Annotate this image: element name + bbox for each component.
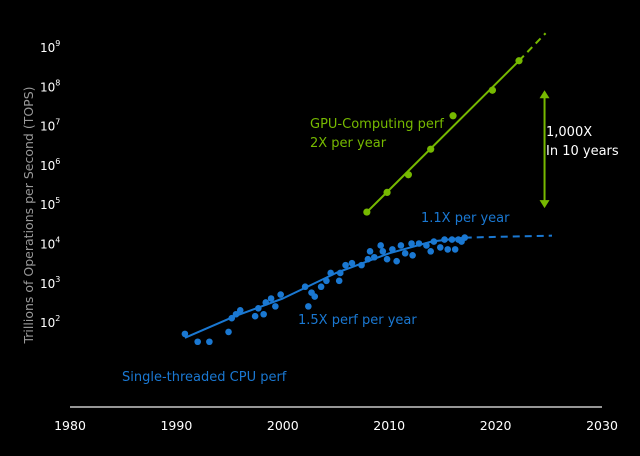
cpu-data-point bbox=[371, 253, 378, 261]
y-axis-label-group: Trillions of Operations per Second (TOPS… bbox=[21, 86, 36, 344]
annotation-1000x: 1,000X bbox=[546, 125, 592, 140]
annotation-gpu-rate: 2X per year bbox=[310, 136, 387, 151]
cpu-data-point bbox=[194, 338, 201, 346]
cpu-data-point bbox=[397, 242, 405, 249]
cpu-data-point bbox=[408, 240, 415, 247]
gpu-data-point bbox=[449, 112, 457, 120]
y-tick-label: 103 bbox=[40, 275, 60, 291]
cpu-data-point bbox=[377, 242, 384, 249]
x-tick-label: 2000 bbox=[267, 418, 299, 433]
gpu-data-point bbox=[383, 188, 391, 197]
annotation-cpu-rate: 1.5X perf per year bbox=[298, 313, 417, 328]
cpu-data-point bbox=[311, 293, 319, 300]
y-axis-ticks: 102 103 104 105 106 107 108 109 bbox=[40, 39, 60, 330]
cpu-data-point bbox=[305, 303, 312, 310]
y-tick-label: 109 bbox=[40, 39, 60, 55]
cpu-data-point bbox=[430, 238, 438, 245]
y-tick-label: 107 bbox=[40, 118, 60, 134]
annotation-10-years: In 10 years bbox=[546, 144, 619, 159]
cpu-data-point bbox=[206, 338, 213, 346]
cpu-data-point bbox=[336, 269, 344, 277]
x-tick-label: 2010 bbox=[373, 418, 405, 433]
x-tick-label: 1980 bbox=[54, 418, 86, 433]
gpu-data-point bbox=[404, 171, 412, 179]
cpu-data-point bbox=[181, 330, 189, 338]
cpu-data-point bbox=[348, 259, 356, 267]
cpu-data-point bbox=[301, 283, 309, 291]
cpu-data-point bbox=[260, 310, 267, 318]
cpu-data-point bbox=[272, 303, 279, 310]
annotation-cpu-late-rate: 1.1X per year bbox=[421, 211, 510, 226]
gpu-data-point bbox=[515, 57, 523, 65]
cpu-data-point bbox=[323, 277, 330, 285]
annotation-cpu-title: Single-threaded CPU perf bbox=[122, 370, 287, 385]
range-arrow-head-down bbox=[539, 200, 550, 209]
trend-lines bbox=[184, 32, 553, 339]
gpu-data-point bbox=[427, 145, 435, 153]
y-tick-label: 108 bbox=[40, 78, 60, 94]
y-tick-label: 104 bbox=[40, 236, 60, 252]
cpu-data-point bbox=[228, 314, 236, 322]
range-arrow-head-up bbox=[539, 90, 550, 99]
y-tick-label: 105 bbox=[40, 196, 60, 212]
y-tick-label: 102 bbox=[40, 314, 60, 330]
cpu-data-point bbox=[451, 246, 459, 253]
cpu-data-point bbox=[232, 310, 240, 318]
cpu-data-point bbox=[317, 283, 325, 291]
cpu-data-point bbox=[448, 236, 456, 243]
cpu-data-point bbox=[401, 250, 409, 257]
cpu-data-point bbox=[262, 299, 270, 306]
x-axis: 1980 1990 2000 2010 2020 2030 bbox=[54, 406, 618, 433]
gpu-trend-line bbox=[366, 60, 520, 213]
cpu-data-point bbox=[393, 257, 400, 265]
cpu-data-point bbox=[389, 246, 396, 253]
cpu-data-point bbox=[358, 261, 365, 269]
cpu-data-point bbox=[342, 261, 349, 269]
cpu-data-point bbox=[415, 240, 423, 247]
cpu-data-point bbox=[251, 312, 259, 320]
cpu-data-point bbox=[255, 305, 262, 312]
range-arrow bbox=[539, 90, 550, 209]
cpu-data-point bbox=[277, 291, 284, 298]
cpu-data-point bbox=[364, 255, 372, 263]
x-tick-label: 1990 bbox=[160, 418, 192, 433]
cpu-data-point bbox=[444, 246, 452, 253]
cpu-data-point bbox=[436, 244, 444, 251]
cpu-data-point bbox=[366, 248, 374, 255]
annotation-gpu-title: GPU-Computing perf bbox=[310, 117, 444, 132]
data-points bbox=[181, 57, 523, 346]
cpu-projection-line bbox=[464, 234, 553, 239]
cpu-data-point bbox=[267, 295, 275, 302]
cpu-data-point bbox=[409, 251, 416, 259]
annotations: GPU-Computing perf 2X per year 1,000X In… bbox=[122, 117, 619, 385]
cpu-data-point bbox=[335, 277, 343, 285]
gpu-data-point bbox=[488, 86, 497, 94]
cpu-data-point bbox=[327, 269, 334, 277]
cpu-data-point bbox=[427, 248, 434, 255]
x-tick-label: 2020 bbox=[480, 418, 512, 433]
x-tick-label: 2030 bbox=[586, 418, 618, 433]
y-tick-label: 106 bbox=[40, 157, 60, 173]
cpu-data-point bbox=[423, 242, 430, 249]
gpu-data-point bbox=[363, 208, 371, 216]
cpu-data-point bbox=[441, 236, 448, 243]
cpu-data-point bbox=[236, 307, 244, 314]
cpu-data-point bbox=[383, 255, 391, 263]
y-axis-label: Trillions of Operations per Second (TOPS… bbox=[21, 86, 36, 344]
cpu-data-point bbox=[225, 328, 232, 336]
gpu-projection-line bbox=[518, 32, 547, 62]
cpu-data-point bbox=[379, 248, 387, 255]
cpu-data-point bbox=[461, 234, 469, 241]
